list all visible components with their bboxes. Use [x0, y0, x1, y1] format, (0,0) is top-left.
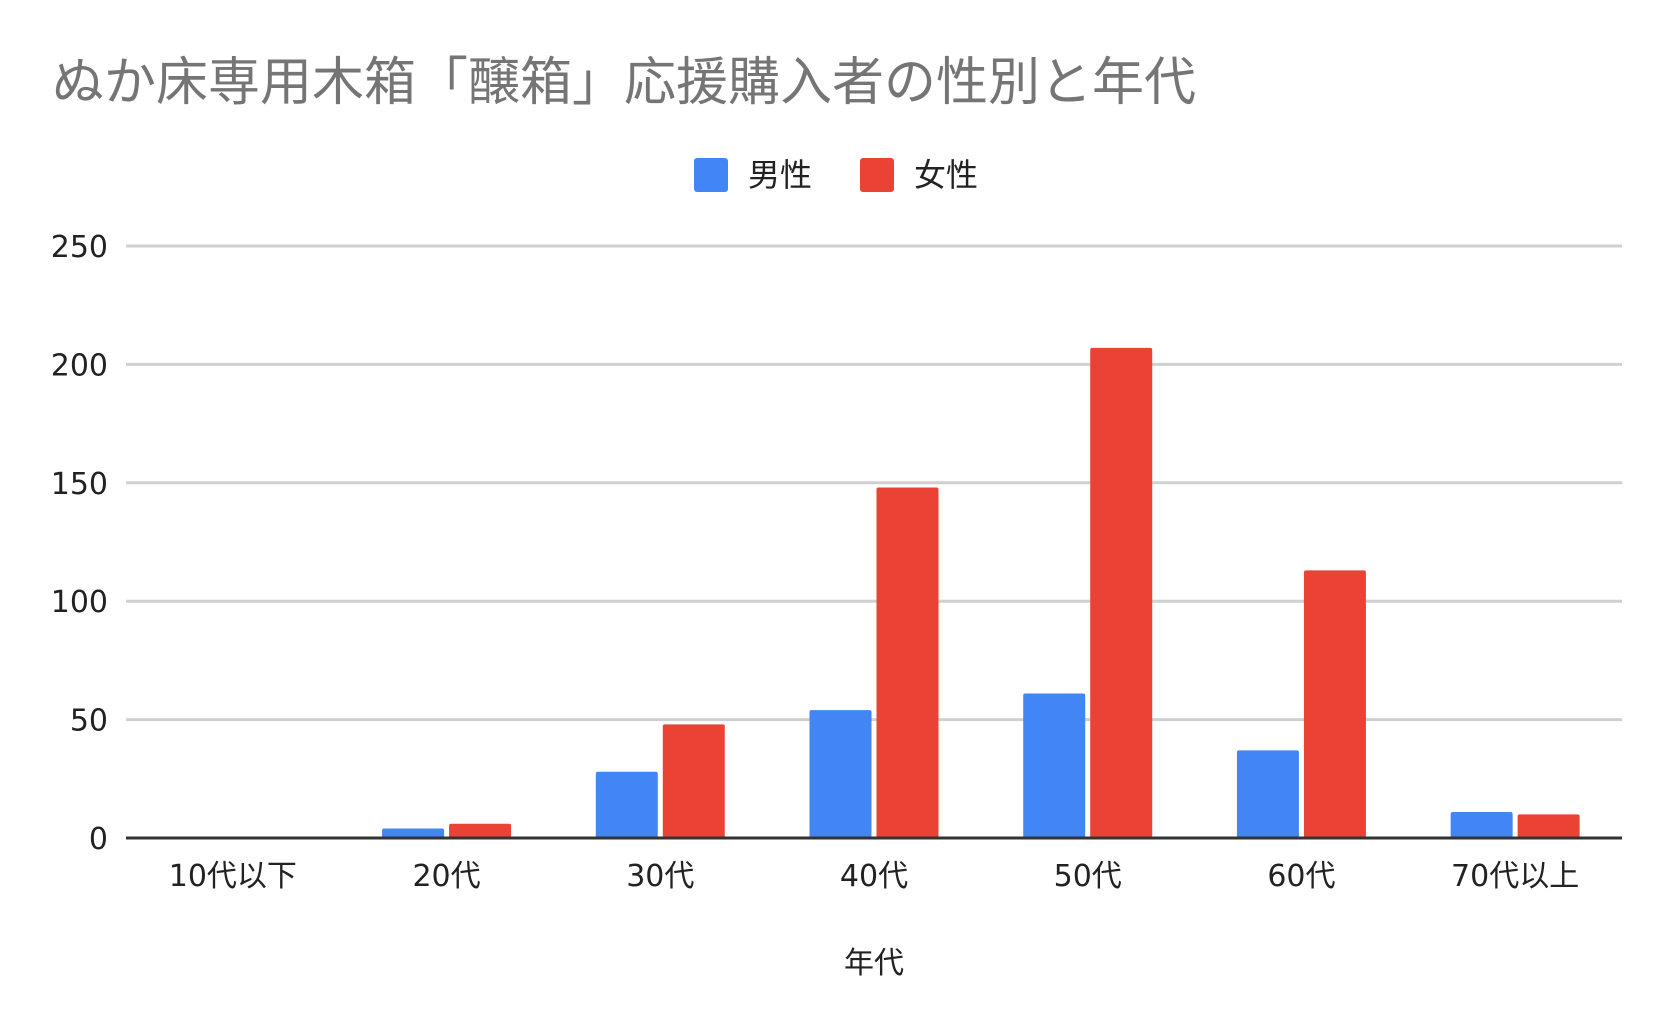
x-axis-title: 年代	[844, 946, 904, 981]
chart-title: ぬか床専用木箱「醸箱」応援購入者の性別と年代	[52, 53, 1196, 113]
x-tick-label: 10代以下	[169, 859, 297, 894]
bar-female	[662, 724, 725, 838]
y-tick-label: 150	[51, 467, 108, 502]
bar-female	[1517, 814, 1580, 838]
y-tick-label: 100	[51, 585, 108, 620]
legend-swatch-male	[694, 158, 728, 192]
bar-male	[595, 771, 658, 838]
bar-male	[382, 828, 445, 838]
legend-label-female: 女性	[914, 156, 978, 194]
y-axis-ticks: 0 50 100 150 200 250	[51, 230, 108, 857]
bar-male	[1450, 811, 1513, 838]
x-axis-ticks: 10代以下 20代 30代 40代 50代 60代 70代以上	[169, 859, 1579, 894]
bar-female	[876, 487, 939, 838]
bar-female	[1090, 347, 1153, 838]
x-tick-label: 40代	[840, 859, 908, 894]
y-tick-label: 0	[89, 822, 108, 857]
bar-male	[809, 710, 872, 838]
gridlines	[126, 244, 1622, 722]
bar-female	[449, 823, 512, 838]
legend-swatch-female	[860, 158, 894, 192]
x-tick-label: 30代	[626, 859, 694, 894]
y-tick-label: 200	[51, 348, 108, 383]
x-tick-label: 60代	[1267, 859, 1335, 894]
y-tick-label: 250	[51, 230, 108, 265]
bar-female	[1303, 570, 1366, 838]
bar-male	[1023, 693, 1086, 838]
x-tick-label: 70代以上	[1451, 859, 1579, 894]
bars	[382, 347, 1580, 838]
legend: 男性 女性	[694, 156, 978, 194]
y-tick-label: 50	[70, 704, 108, 739]
bar-male	[1236, 750, 1299, 838]
legend-label-male: 男性	[748, 156, 812, 194]
x-tick-label: 50代	[1054, 859, 1122, 894]
x-tick-label: 20代	[412, 859, 480, 894]
